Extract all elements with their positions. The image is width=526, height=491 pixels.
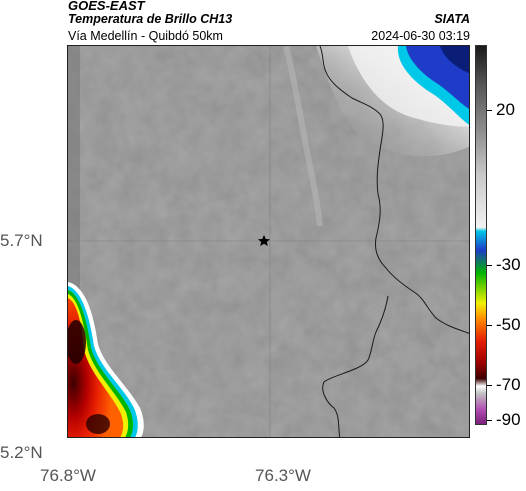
colorbar-tick	[487, 110, 492, 111]
star-icon	[258, 235, 270, 246]
timestamp-label: 2024-06-30 03:19	[371, 29, 470, 43]
product-title: Temperatura de Brillo CH13	[68, 12, 233, 26]
colorbar-label-minus-70: -70	[496, 375, 521, 394]
sw-cold-spot	[86, 414, 110, 434]
satellite-title: GOES-EAST	[68, 0, 145, 13]
colorbar-tick	[487, 420, 492, 421]
colorbar-label-minus-30: -30	[496, 255, 521, 274]
ne-cloud-streak	[283, 46, 323, 227]
colorbar-tick	[487, 265, 492, 266]
satellite-map[interactable]	[67, 45, 470, 438]
lon-label-76-3: 76.3°W	[255, 466, 311, 485]
lon-label-76-8: 76.8°W	[40, 466, 96, 485]
temperature-colorbar	[475, 45, 487, 425]
colorbar-tick	[487, 385, 492, 386]
lat-label-5-2: 5.2°N	[0, 443, 43, 462]
colorbar-tick	[487, 325, 492, 326]
colorbar-label-20: 20	[496, 100, 515, 119]
ne-convection-core	[440, 46, 469, 74]
department-boundary-east	[319, 46, 469, 334]
lat-label-5-7: 5.7°N	[0, 231, 43, 250]
organization-label: SIATA	[434, 12, 470, 26]
colorbar-label-minus-50: -50	[496, 315, 521, 334]
colorbar-label-minus-90: -90	[496, 410, 521, 429]
sw-coldest-top	[68, 320, 86, 364]
map-canvas	[68, 46, 469, 437]
department-boundary-south	[322, 295, 389, 437]
region-subtitle: Vía Medellín - Quibdó 50km	[68, 29, 223, 43]
